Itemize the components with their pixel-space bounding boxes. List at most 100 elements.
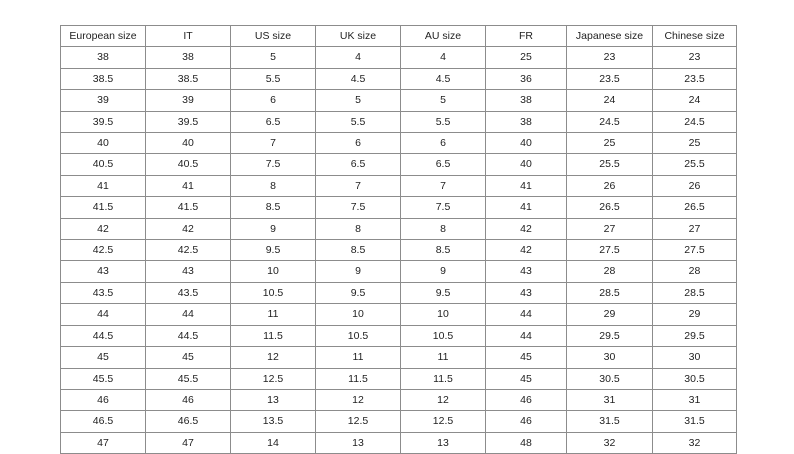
table-cell: 41 <box>145 174 231 198</box>
table-cell: 12 <box>230 346 316 369</box>
table-cell: 7.5 <box>315 196 401 219</box>
table-cell: 10 <box>400 303 486 326</box>
table-cell: 6 <box>230 89 316 112</box>
column-header: Chinese size <box>652 24 737 48</box>
table-cell: 31 <box>652 388 737 412</box>
table-cell: 12 <box>400 388 486 412</box>
table-cell: 8.5 <box>400 239 486 262</box>
table-cell: 11.5 <box>400 367 486 390</box>
table-cell: 27.5 <box>566 239 653 262</box>
table-cell: 23 <box>566 46 653 69</box>
table-cell: 26.5 <box>566 196 653 219</box>
table-cell: 29 <box>652 303 737 326</box>
table-cell: 27.5 <box>652 239 737 262</box>
table-cell: 42 <box>485 239 567 262</box>
table-cell: 7 <box>230 132 316 155</box>
table-cell: 6.5 <box>400 153 486 176</box>
table-cell: 30 <box>566 346 653 369</box>
table-cell: 40 <box>60 132 146 155</box>
table-cell: 46.5 <box>60 410 146 433</box>
table-cell: 38 <box>60 46 146 69</box>
table-row: 39 39 6 5 5 38 24 24 <box>60 89 737 112</box>
table-cell: 42 <box>485 217 567 241</box>
table-cell: 7.5 <box>400 196 486 219</box>
table-row: 43 43 10 9 9 43 28 28 <box>60 260 737 283</box>
table-cell: 26 <box>566 174 653 198</box>
column-header: UK size <box>315 24 401 48</box>
table-cell: 44 <box>485 303 567 326</box>
table-cell: 40.5 <box>60 153 146 176</box>
table-cell: 44 <box>485 324 567 348</box>
table-cell: 30 <box>652 346 737 369</box>
table-cell: 48 <box>485 431 567 454</box>
table-cell: 28 <box>652 260 737 283</box>
table-row: 42 42 9 8 8 42 27 27 <box>60 217 737 241</box>
table-cell: 41.5 <box>145 196 231 219</box>
table-cell: 38 <box>485 89 567 112</box>
table-cell: 8 <box>400 217 486 241</box>
table-row: 41 41 8 7 7 41 26 26 <box>60 174 737 198</box>
table-cell: 44 <box>145 303 231 326</box>
table-cell: 46 <box>60 388 146 412</box>
table-cell: 46 <box>485 410 567 433</box>
table-cell: 4.5 <box>315 67 401 91</box>
table-cell: 5.5 <box>230 67 316 91</box>
table-cell: 24.5 <box>566 110 653 134</box>
table-cell: 7 <box>315 174 401 198</box>
table-row: 44.5 44.5 11.5 10.5 10.5 44 29.5 29.5 <box>60 324 737 348</box>
table-cell: 11 <box>230 303 316 326</box>
table-cell: 39 <box>60 89 146 112</box>
table-cell: 12 <box>315 388 401 412</box>
table-cell: 4.5 <box>400 67 486 91</box>
table-cell: 11.5 <box>315 367 401 390</box>
table-cell: 42 <box>145 217 231 241</box>
table-cell: 41 <box>485 196 567 219</box>
table-cell: 31.5 <box>652 410 737 433</box>
table-cell: 26 <box>652 174 737 198</box>
table-cell: 4 <box>400 46 486 69</box>
table-cell: 30.5 <box>652 367 737 390</box>
table-row: 45 45 12 11 11 45 30 30 <box>60 346 737 369</box>
table-cell: 25.5 <box>566 153 653 176</box>
table-cell: 39 <box>145 89 231 112</box>
table-cell: 32 <box>652 431 737 454</box>
table-cell: 23.5 <box>566 67 653 91</box>
table-cell: 42.5 <box>145 239 231 262</box>
table-cell: 31 <box>566 388 653 412</box>
table-cell: 43 <box>485 260 567 283</box>
table-cell: 9 <box>230 217 316 241</box>
table-cell: 5 <box>315 89 401 112</box>
table-cell: 11 <box>315 346 401 369</box>
table-cell: 23 <box>652 46 737 69</box>
table-cell: 46 <box>485 388 567 412</box>
table-cell: 28.5 <box>566 281 653 305</box>
table-cell: 24 <box>652 89 737 112</box>
table-cell: 25 <box>652 132 737 155</box>
table-cell: 40 <box>485 132 567 155</box>
table-cell: 31.5 <box>566 410 653 433</box>
table-cell: 29.5 <box>566 324 653 348</box>
table-cell: 40.5 <box>145 153 231 176</box>
column-header: FR <box>485 24 567 48</box>
table-cell: 27 <box>652 217 737 241</box>
table-cell: 43 <box>60 260 146 283</box>
table-cell: 8.5 <box>315 239 401 262</box>
table-cell: 30.5 <box>566 367 653 390</box>
table-cell: 7.5 <box>230 153 316 176</box>
table-cell: 6.5 <box>230 110 316 134</box>
table-cell: 4 <box>315 46 401 69</box>
table-cell: 8 <box>315 217 401 241</box>
table-cell: 43 <box>485 281 567 305</box>
table-cell: 10.5 <box>315 324 401 348</box>
table-row: 42.5 42.5 9.5 8.5 8.5 42 27.5 27.5 <box>60 239 737 262</box>
table-cell: 43.5 <box>60 281 146 305</box>
table-cell: 41 <box>60 174 146 198</box>
table-cell: 11.5 <box>230 324 316 348</box>
table-cell: 13.5 <box>230 410 316 433</box>
column-header: European size <box>60 24 146 48</box>
table-cell: 10.5 <box>400 324 486 348</box>
table-cell: 5.5 <box>315 110 401 134</box>
table-cell: 25.5 <box>652 153 737 176</box>
table-cell: 42 <box>60 217 146 241</box>
table-cell: 29.5 <box>652 324 737 348</box>
